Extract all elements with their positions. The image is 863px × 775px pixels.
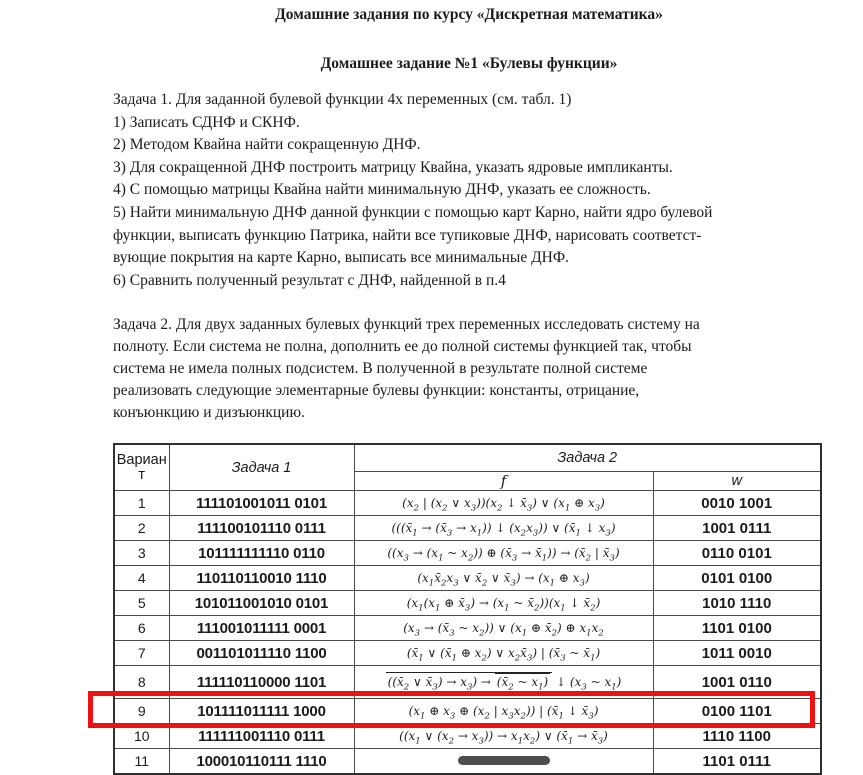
task1-vector-cell: 111001011111 0001 <box>168 615 355 641</box>
function-f-cell: (x1(x1 ⊕ x̄3) → (x1 ~ x̄2))(x1 ↓ x̄2) <box>353 590 654 616</box>
task1-vector-cell: 111100101110 0111 <box>168 515 355 541</box>
task1-vector-cell: 001101011110 1100 <box>168 640 355 666</box>
vector-w-cell: 0010 1001 <box>652 490 822 516</box>
table-row: 3 101111111110 0110 ((x3 → (x1 ~ x2)) ⊕ … <box>113 540 822 566</box>
function-f-cell: ((x3 → (x1 ~ x2)) ⊕ (x̄3 → x̄1)) → (x̄2 … <box>353 540 654 566</box>
task1-vector-cell: 111101001011 0101 <box>168 490 355 516</box>
task1-vector-cell: 101111011111 1000 <box>168 698 355 724</box>
task2-paragraph: Задача 2. Для двух заданных булевых функ… <box>113 316 700 421</box>
vector-w-cell: 1011 0010 <box>652 640 822 666</box>
table-row: 4 110110110010 1110 (x1x̄2x3 ∨ x̄2 ∨ x̄3… <box>113 565 822 591</box>
variants-table-header: Вариан т Задача 1 Задача 2 f w <box>113 443 822 491</box>
assignment-subtitle: Домашнее задание №1 «Булевы функции» <box>320 55 618 72</box>
header-variant: Вариан т <box>113 443 170 491</box>
function-f-cell: (x2 | (x2 ∨ x3))(x2 ↓ x̄3) ∨ (x1 ⊕ x3) <box>353 490 654 516</box>
function-f-cell: (x1 ⊕ x3 ⊕ (x2 | x3x2)) | (x̄1 ↓ x̄3) <box>353 698 654 724</box>
task1-paragraph: Задача 1. Для заданной булевой функции 4… <box>113 91 713 289</box>
table-row: 11 100010110111 1110 1101 0111 <box>113 748 822 775</box>
table-body: 1 111101001011 0101 (x2 | (x2 ∨ x3))(x2 … <box>113 490 822 775</box>
variant-cell: 2 <box>113 515 170 541</box>
function-f-cell: (x3 → (x̄3 ~ x2)) ∨ (x1 ⊕ x̄2) ⊕ x1x2 <box>353 615 654 641</box>
table-row: 1 111101001011 0101 (x2 | (x2 ∨ x3))(x2 … <box>113 490 822 516</box>
function-f-cell: (((x̄1 → (x̄3 → x1)) ↓ (x2x3)) ∨ (x̄1 ↓ … <box>353 515 654 541</box>
variant-cell: 11 <box>113 748 170 775</box>
function-f-cell: (x̄1 ∨ (x̄1 ⊕ x2) ∨ x2x̄3) | (x̄3 ~ x̄1) <box>353 640 654 666</box>
table-row: 2 111100101110 0111 (((x̄1 → (x̄3 → x1))… <box>113 515 822 541</box>
variant-cell: 5 <box>113 590 170 616</box>
table-row: 5 101011001010 0101 (x1(x1 ⊕ x̄3) → (x1 … <box>113 590 822 616</box>
header-f: f <box>353 471 654 491</box>
task1-vector-cell: 110110110010 1110 <box>168 565 355 591</box>
task1-vector-cell: 100010110111 1110 <box>168 748 355 775</box>
task1-vector-cell: 101011001010 0101 <box>168 590 355 616</box>
variant-cell: 7 <box>113 640 170 666</box>
highlight-rectangle-row-9 <box>88 691 815 728</box>
table-row: 7 001101011110 1100 (x̄1 ∨ (x̄1 ⊕ x2) ∨ … <box>113 640 822 666</box>
variant-cell: 3 <box>113 540 170 566</box>
variant-cell: 1 <box>113 490 170 516</box>
vector-w-cell: 1101 0100 <box>652 615 822 641</box>
variant-cell: 4 <box>113 565 170 591</box>
vector-w-cell: 0110 0101 <box>652 540 822 566</box>
header-task2: Задача 2 <box>353 443 822 472</box>
variants-table: Вариан т Задача 1 Задача 2 f w 1 1111010… <box>113 443 822 775</box>
header-w: w <box>652 471 822 491</box>
variant-cell: 6 <box>113 615 170 641</box>
vector-w-cell: 1101 0111 <box>652 748 822 775</box>
function-f-cell: (x1x̄2x3 ∨ x̄2 ∨ x̄3) → (x1 ⊕ x3) <box>353 565 654 591</box>
table-row: 6 111001011111 0001 (x3 → (x̄3 ~ x2)) ∨ … <box>113 615 822 641</box>
function-f-cell <box>353 748 654 775</box>
header-task1: Задача 1 <box>168 443 355 491</box>
vector-w-cell: 1010 1110 <box>652 590 822 616</box>
task1-vector-cell: 101111111110 0110 <box>168 540 355 566</box>
vector-w-cell: 0101 0100 <box>652 565 822 591</box>
document-page: Домашние задания по курсу «Дискретная ма… <box>88 6 822 775</box>
document-title: Домашние задания по курсу «Дискретная ма… <box>275 6 663 23</box>
vector-w-cell: 1001 0111 <box>652 515 822 541</box>
